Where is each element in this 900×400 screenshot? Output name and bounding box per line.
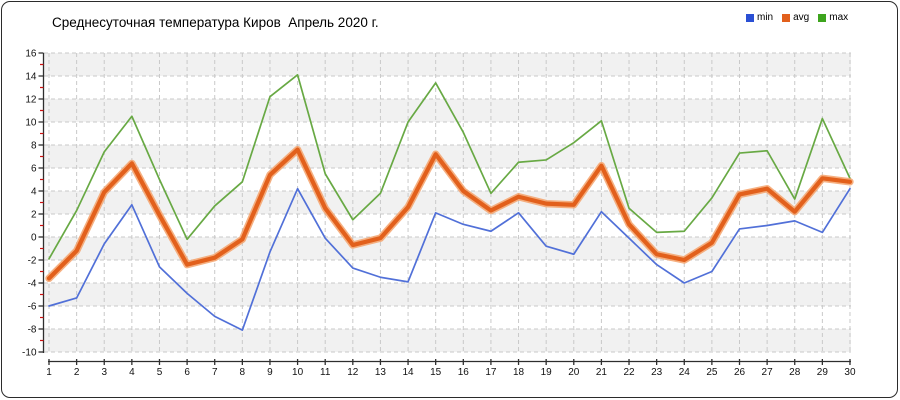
y-tick-label: -4 [28,279,37,290]
avg-series-swatch [782,14,791,22]
legend-item-avg: avg [782,13,809,23]
legend-label-max: max [829,12,849,23]
x-tick-label: 5 [157,367,163,378]
x-tick-label: 7 [212,367,218,378]
x-tick-label: 17 [485,367,497,378]
x-tick-label: 20 [568,367,580,378]
x-tick-label: 24 [679,367,691,378]
legend-label-avg: avg [793,12,810,23]
y-tick-label: -10 [22,348,37,359]
x-tick-label: 4 [129,367,135,378]
series-min-line [48,187,851,331]
legend-item-max: max [818,13,848,23]
y-tick-label: -6 [28,302,37,313]
x-tick-label: 26 [734,367,746,378]
plot-band [44,237,851,260]
x-tick-label: 2 [74,367,80,378]
x-tick-label: 23 [651,367,663,378]
y-tick-label: 0 [31,233,37,244]
legend: min avg max [746,13,848,23]
y-tick-label: -8 [28,325,37,336]
plot-band [44,283,851,306]
plot-band [44,99,851,122]
min-series-swatch [746,14,754,22]
y-axis-labels: 16 14 12 10 8 6 4 2 0 -2 -4 -6 -8 -10 [22,49,37,359]
x-tick-label: 6 [184,367,190,378]
y-tick-label: 6 [31,164,37,175]
x-tick-label: 16 [458,367,470,378]
plot-band [44,53,851,76]
x-tick-label: 14 [402,367,414,378]
y-tick-label: 4 [31,187,37,198]
x-tick-label: 30 [844,367,856,378]
y-tick-label: 8 [31,141,37,152]
x-tick-label: 27 [762,367,774,378]
x-tick-label: 13 [375,367,387,378]
x-tick-label: 9 [267,367,273,378]
chart-title: Среднесуточная температура Киров Апрель … [52,15,379,30]
x-tick-label: 12 [347,367,359,378]
x-axis [48,359,851,365]
legend-item-min: min [746,13,773,23]
y-tick-label: 16 [25,49,37,60]
series-avg-line [46,147,853,281]
y-tick-label: 14 [25,72,37,83]
y-tick-label: 2 [31,210,37,221]
max-series-swatch [818,14,827,22]
x-axis-labels: 1 2 3 4 5 6 7 8 9 10 11 12 13 14 15 16 17 18 19 20 21 22 23 24 2… [46,367,856,378]
x-tick-label: 29 [817,367,829,378]
legend-label-min: min [757,12,774,23]
plot-bands [44,53,851,352]
y-tick-label: -2 [28,256,37,267]
x-tick-label: 22 [623,367,635,378]
plot-band [44,145,851,168]
x-tick-label: 18 [513,367,525,378]
x-tick-label: 8 [240,367,246,378]
plot-band [44,191,851,214]
x-tick-label: 1 [46,367,52,378]
x-tick-label: 19 [541,367,553,378]
series-max-line [48,73,851,260]
x-tick-label: 10 [292,367,304,378]
y-tick-label: 10 [25,118,37,129]
x-tick-label: 3 [101,367,107,378]
plot-band [44,329,851,352]
x-tick-label: 25 [706,367,718,378]
x-tick-label: 21 [596,367,608,378]
y-tick-label: 12 [25,95,37,106]
x-tick-label: 11 [320,367,331,378]
y-axis-minor-ticks [40,63,44,342]
x-tick-label: 15 [430,367,442,378]
x-tick-label: 28 [789,367,801,378]
gridlines [44,52,851,353]
